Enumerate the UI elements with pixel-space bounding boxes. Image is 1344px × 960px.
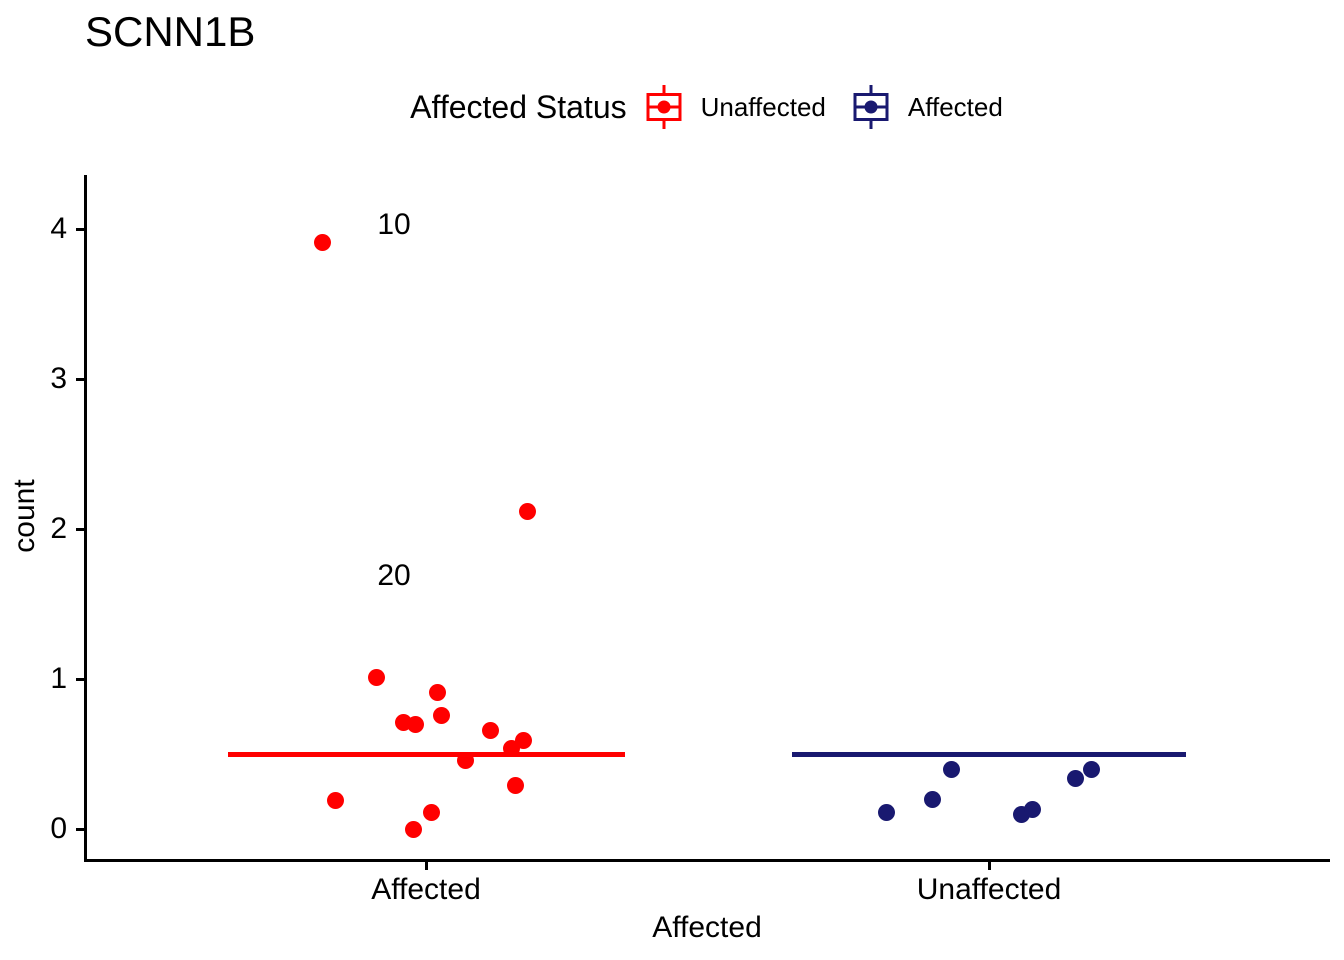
x-axis-title: Affected (652, 911, 762, 944)
y-tick-mark (76, 677, 84, 681)
data-point (456, 751, 474, 769)
data-point (313, 234, 331, 251)
mean-crossbar-unaffected (792, 751, 1186, 757)
data-point (1082, 760, 1100, 778)
y-tick-mark (76, 377, 84, 381)
legend-title: Affected Status (410, 88, 627, 125)
data-point (428, 684, 446, 701)
data-point (877, 804, 895, 821)
data-point (481, 721, 499, 739)
legend-entry-unaffected: Unaffected (645, 84, 826, 130)
crossbar-key-icon (646, 85, 682, 129)
y-tick-label: 0 (50, 812, 67, 845)
data-point (367, 669, 385, 686)
point-label-annotation: 20 (377, 558, 411, 592)
data-point (422, 804, 440, 821)
data-point (942, 760, 960, 778)
data-point (1066, 769, 1084, 787)
data-point (502, 739, 520, 757)
y-tick-label: 2 (50, 512, 67, 545)
y-tick-mark (76, 527, 84, 531)
point-label-annotation: 10 (377, 207, 411, 241)
data-point (506, 777, 524, 794)
y-tick-label: 3 (50, 362, 67, 395)
y-axis-title: count (8, 479, 41, 553)
x-tick-label: Unaffected (916, 873, 1062, 906)
data-point (326, 792, 344, 809)
y-tick-label: 1 (50, 662, 67, 695)
data-point (404, 820, 422, 838)
data-point (518, 502, 536, 520)
chart-title: SCNN1B (85, 8, 256, 55)
x-axis-line (84, 859, 1330, 862)
data-point (406, 715, 424, 733)
y-tick-mark (76, 227, 84, 231)
crossbar-key-icon (853, 85, 889, 129)
y-tick-label: 4 (50, 212, 67, 245)
legend-entry-affected: Affected (852, 84, 1003, 130)
mean-crossbar-affected (227, 751, 625, 757)
x-tick-label: Affected (371, 873, 481, 906)
x-tick-mark (987, 862, 991, 870)
data-point (1023, 801, 1041, 818)
y-axis-line (84, 175, 87, 862)
legend: Affected Status Unaffected Affected (84, 84, 1329, 130)
legend-label-unaffected: Unaffected (700, 91, 826, 122)
x-tick-mark (424, 862, 428, 870)
data-point (923, 790, 941, 808)
data-point (432, 706, 450, 724)
legend-label-affected: Affected (907, 91, 1003, 122)
y-tick-mark (76, 827, 84, 831)
